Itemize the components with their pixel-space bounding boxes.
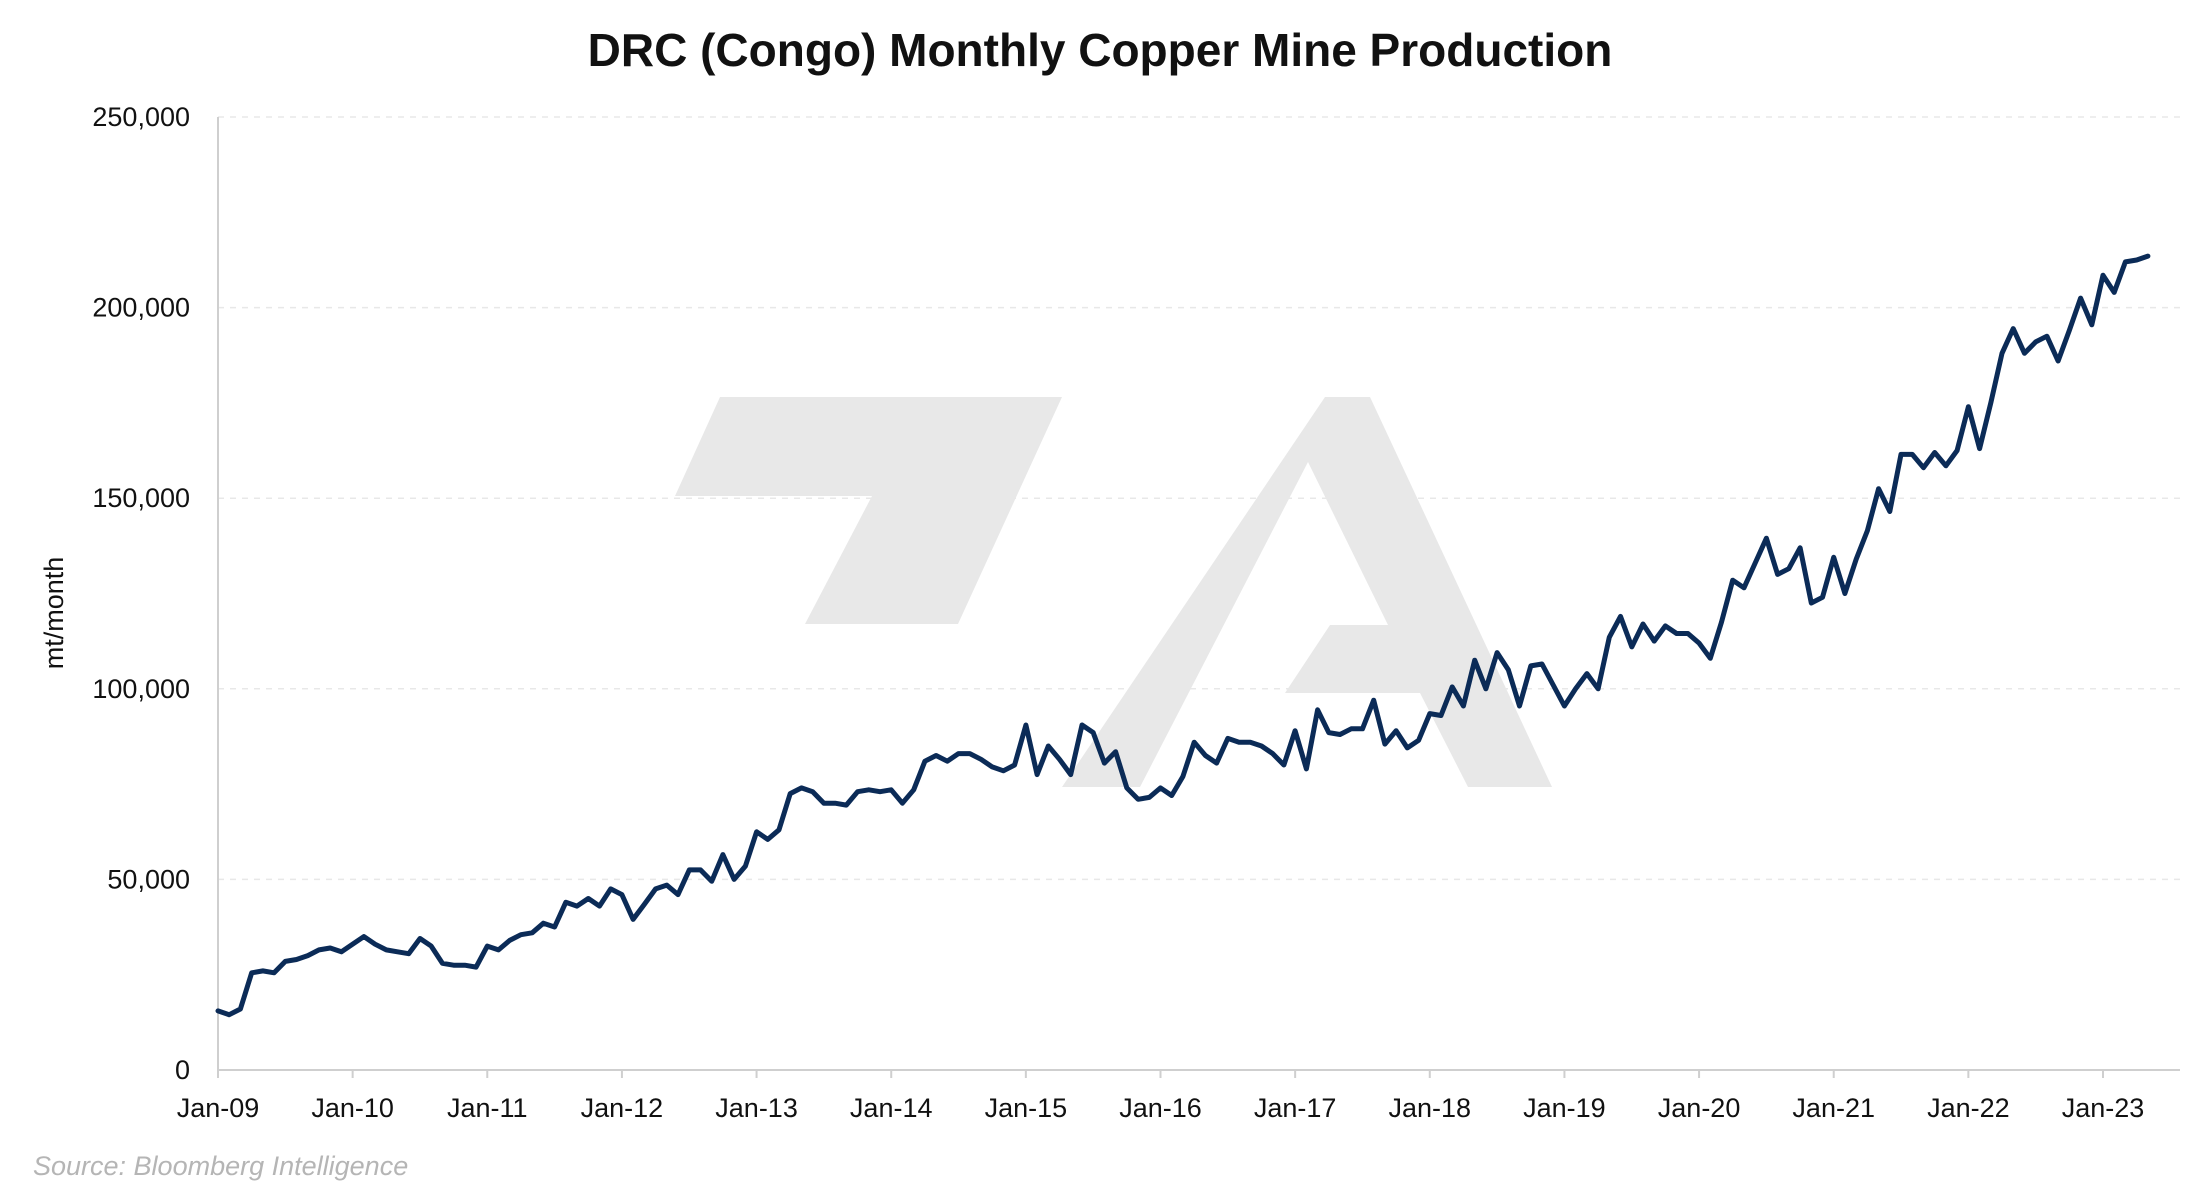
x-tick-label: Jan-18	[1389, 1093, 1472, 1123]
series-line	[215, 253, 2151, 1018]
watermark-logo-mark-icon	[675, 397, 1552, 787]
chart-title: DRC (Congo) Monthly Copper Mine Producti…	[588, 24, 1613, 76]
x-tick-label: Jan-21	[1792, 1093, 1875, 1123]
y-tick-label: 0	[175, 1055, 190, 1085]
y-axis-label: mt/month	[39, 557, 69, 670]
y-tick-labels: 0 50,000 100,000 150,000 200,000 250,000	[92, 102, 190, 1085]
x-tick-label: Jan-15	[985, 1093, 1068, 1123]
y-tick-label: 250,000	[92, 102, 190, 132]
y-tick-label: 100,000	[92, 674, 190, 704]
x-tick-label: Jan-09	[177, 1093, 260, 1123]
x-tick-label: Jan-22	[1927, 1093, 2010, 1123]
x-tick-label: Jan-20	[1658, 1093, 1741, 1123]
axes	[217, 117, 2180, 1078]
y-tick-label: 50,000	[107, 864, 190, 894]
source-note: Source: Bloomberg Intelligence	[33, 1151, 408, 1181]
x-tick-label: Jan-12	[581, 1093, 664, 1123]
x-tick-label: Jan-10	[311, 1093, 394, 1123]
watermark-logo-left-icon	[675, 397, 1062, 624]
x-tick-label: Jan-17	[1254, 1093, 1337, 1123]
y-tick-label: 200,000	[92, 293, 190, 323]
x-tick-label: Jan-14	[850, 1093, 933, 1123]
x-tick-label: Jan-13	[715, 1093, 798, 1123]
x-tick-labels: Jan-09 Jan-10 Jan-11 Jan-12 Jan-13 Jan-14 Jan-…	[177, 1093, 2145, 1123]
x-tick-label: Jan-11	[447, 1093, 528, 1123]
x-tick-label: Jan-23	[2062, 1093, 2145, 1123]
x-tick-label: Jan-19	[1523, 1093, 1606, 1123]
watermark-logo-right-icon	[1062, 397, 1552, 787]
x-tick-label: Jan-16	[1119, 1093, 1202, 1123]
y-tick-label: 150,000	[92, 483, 190, 513]
y-gridlines	[218, 116, 2180, 881]
